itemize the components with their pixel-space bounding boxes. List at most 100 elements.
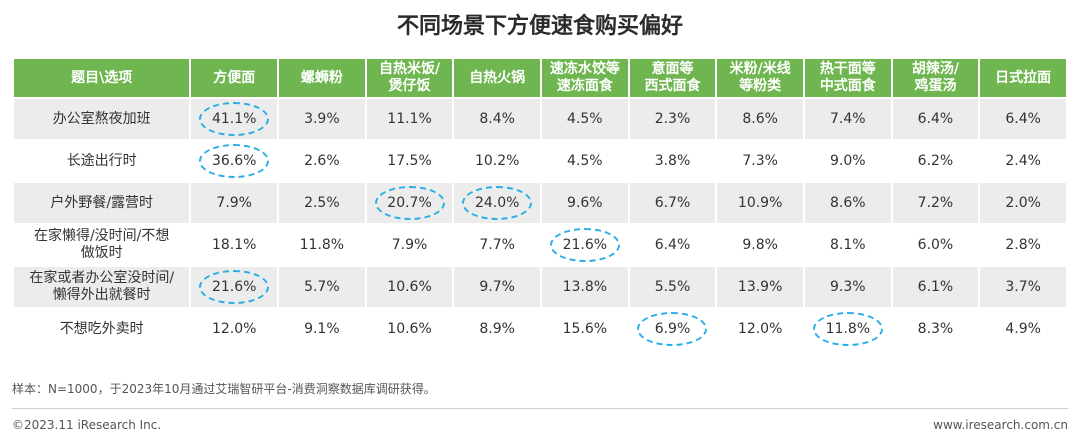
cell-value: 36.6% [199,144,270,178]
column-header: 热干面等 中式面食 [804,59,891,97]
table-cell: 11.8% [804,309,891,349]
column-header: 自热米饭/ 煲仔饭 [366,59,453,97]
cell-value: 8.6% [742,110,778,127]
column-header: 米粉/米线 等粉类 [717,59,803,97]
table-cell: 7.2% [892,183,979,223]
table-cell: 2.8% [980,225,1066,265]
table-cell: 3.7% [980,267,1066,307]
table-body: 办公室熬夜加班 41.1% 3.9% 11.1% 8.4% 4.5% 2.3% 8.6% 7.4… [14,99,1066,349]
highlight-ring [199,270,270,304]
table-cell: 10.6% [366,309,453,349]
table-row: 办公室熬夜加班 41.1% 3.9% 11.1% 8.4% 4.5% 2.3% 8.6% 7.4… [14,99,1066,139]
cell-value: 2.4% [1005,152,1041,169]
cell-value: 8.4% [479,110,515,127]
cell-value: 41.1% [199,102,270,136]
row-label: 长途出行时 [14,141,190,181]
cell-value: 3.7% [1005,278,1041,295]
table-cell: 5.5% [629,267,716,307]
cell-value: 13.9% [737,278,783,295]
cell-value: 15.6% [562,320,608,337]
cell-value: 9.1% [304,320,340,337]
table-cell: 9.1% [279,309,365,349]
cell-value: 17.5% [387,152,432,169]
highlight-ring [637,312,708,346]
table-cell: 7.7% [454,225,541,265]
highlight-ring [812,312,883,346]
table-cell: 4.5% [542,141,628,181]
table-cell: 8.1% [804,225,891,265]
table-row: 不想吃外卖时 12.0% 9.1% 10.6% 8.9% 15.6% 6.9% 12.0% 11… [14,309,1066,349]
column-header: 方便面 [191,59,278,97]
table-row: 在家懒得/没时间/不想 做饭时 18.1% 11.8% 7.9% 7.7% 21.6% 6.… [14,225,1066,265]
cell-value: 4.5% [567,152,603,169]
table-cell: 15.6% [542,309,628,349]
row-label: 在家懒得/没时间/不想 做饭时 [14,225,190,265]
table-cell: 6.9% [629,309,716,349]
cell-value: 4.5% [567,110,603,127]
table-cell: 10.2% [454,141,541,181]
cell-value: 8.3% [917,320,954,337]
table-cell: 7.4% [804,99,891,139]
cell-value: 12.0% [737,320,783,337]
website-text: www.iresearch.com.cn [933,418,1068,432]
table-cell: 2.3% [629,99,716,139]
table-cell: 8.6% [717,99,803,139]
column-header: 自热火锅 [454,59,541,97]
cell-value: 9.3% [830,278,866,295]
cell-value: 21.6% [549,228,620,262]
table-cell: 20.7% [366,183,453,223]
highlight-ring [374,186,445,220]
cell-value: 11.8% [299,236,345,253]
highlight-ring [462,186,533,220]
table-cell: 7.3% [717,141,803,181]
cell-value: 9.0% [830,152,866,169]
column-header: 日式拉面 [980,59,1066,97]
cell-value: 7.7% [479,236,515,253]
table-cell: 7.9% [366,225,453,265]
cell-value: 8.9% [479,320,515,337]
table-cell: 11.8% [279,225,365,265]
row-label: 不想吃外卖时 [14,309,190,349]
table-cell: 9.6% [542,183,628,223]
cell-value: 9.6% [567,194,603,211]
preference-table: 题目\选项 方便面 螺蛳粉 自热米饭/ 煲仔饭 自热火锅 速冻水饺等 速冻面食 意面等 西… [12,57,1068,351]
cell-value: 10.6% [387,320,432,337]
footer-divider [12,408,1068,409]
cell-value: 2.6% [304,152,340,169]
table-row: 在家或者办公室没时间/ 懒得外出就餐时 21.6% 5.7% 10.6% 9.7% 13.… [14,267,1066,307]
table-cell: 8.6% [804,183,891,223]
cell-value: 2.8% [1005,236,1041,253]
table-cell: 2.6% [279,141,365,181]
cell-value: 5.5% [654,278,691,295]
table-cell: 6.4% [629,225,716,265]
cell-value: 8.6% [830,194,866,211]
cell-value: 5.7% [304,278,340,295]
cell-value: 7.9% [391,236,428,253]
table-cell: 17.5% [366,141,453,181]
table-cell: 21.6% [191,267,278,307]
cell-value: 12.0% [211,320,257,337]
cell-value: 6.2% [917,152,954,169]
table-cell: 2.4% [980,141,1066,181]
table-cell: 13.8% [542,267,628,307]
column-header: 意面等 西式面食 [629,59,716,97]
cell-value: 10.9% [737,194,783,211]
table-cell: 24.0% [454,183,541,223]
table-row: 长途出行时 36.6% 2.6% 17.5% 10.2% 4.5% 3.8% 7.3% 9.0%… [14,141,1066,181]
table-cell: 21.6% [542,225,628,265]
cell-value: 9.7% [479,278,515,295]
table-cell: 8.3% [892,309,979,349]
table-cell: 10.9% [717,183,803,223]
cell-value: 13.8% [562,278,608,295]
cell-value: 6.4% [1005,110,1041,127]
column-header: 螺蛳粉 [279,59,365,97]
cell-value: 6.4% [654,236,691,253]
table-cell: 9.7% [454,267,541,307]
table-cell: 41.1% [191,99,278,139]
table-cell: 9.8% [717,225,803,265]
table-cell: 2.0% [980,183,1066,223]
table-cell: 6.2% [892,141,979,181]
cell-value: 8.1% [830,236,866,253]
cell-value: 10.2% [474,152,520,169]
cell-value: 2.5% [304,194,340,211]
